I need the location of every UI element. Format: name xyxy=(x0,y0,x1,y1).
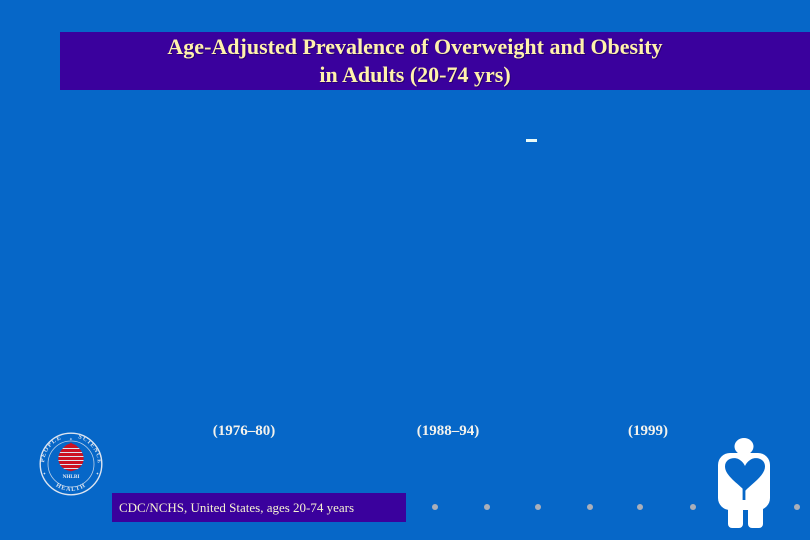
slide-title-line-1: Age-Adjusted Prevalence of Overweight an… xyxy=(167,34,663,59)
source-note: CDC/NCHS, United States, ages 20-74 year… xyxy=(119,500,355,515)
decorative-dot xyxy=(484,504,490,510)
title-banner: Age-Adjusted Prevalence of Overweight an… xyxy=(60,32,810,90)
seal-star-top: ✦ xyxy=(69,437,73,442)
person-left-leg xyxy=(728,498,743,528)
survey-label-1976-80: (1976–80) xyxy=(212,423,276,439)
legend-dash-mark xyxy=(526,139,537,142)
seal-text-health: HEALTH xyxy=(55,482,88,493)
survey-label-1988-94: (1988–94) xyxy=(416,423,480,439)
person-right-leg xyxy=(748,498,763,528)
heart-cutout-icon xyxy=(725,458,765,491)
decorative-dot xyxy=(690,504,696,510)
nhlbi-seal-icon: PEOPLE SCIENCE HEALTH ✦ ✦ ✦ NHLBI xyxy=(39,432,103,496)
seal-star-right: ✦ xyxy=(96,471,100,476)
source-footer-bar: CDC/NCHS, United States, ages 20-74 year… xyxy=(112,493,406,522)
seal-star-left: ✦ xyxy=(43,471,47,476)
slide-title-line-2: in Adults (20-74 yrs) xyxy=(319,62,511,87)
seal-text-nhlbi: NHLBI xyxy=(63,474,80,480)
seal-outer-ring xyxy=(39,432,103,496)
decorative-dot xyxy=(637,504,643,510)
person-head xyxy=(734,438,754,455)
person-leg-gap xyxy=(742,488,746,500)
decorative-dot xyxy=(535,504,541,510)
survey-label-1999: (1999) xyxy=(628,423,668,439)
decorative-dot xyxy=(794,504,800,510)
decorative-dot xyxy=(587,504,593,510)
seal-inner-ring xyxy=(47,440,95,488)
obese-person-heart-icon xyxy=(718,438,770,528)
decorative-dot xyxy=(432,504,438,510)
